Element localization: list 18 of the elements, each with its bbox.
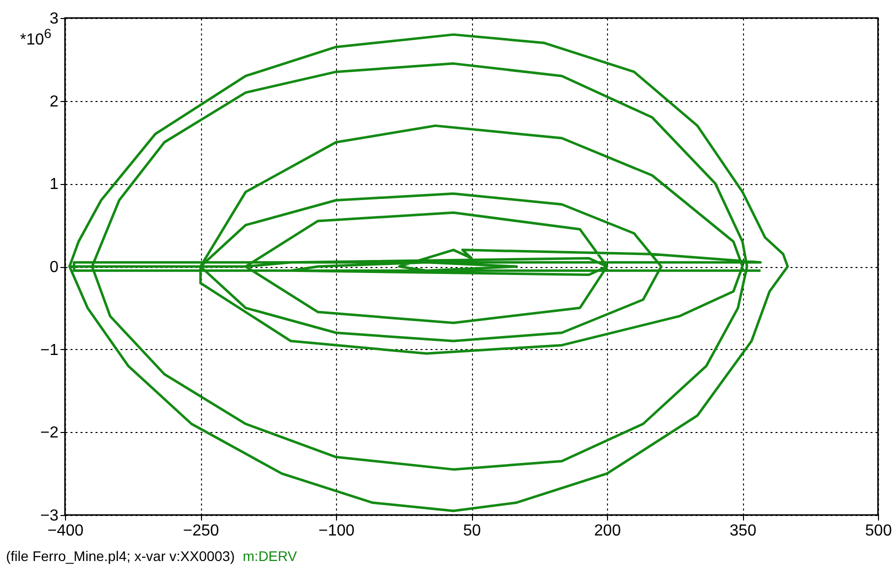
y-tick-label: −3: [40, 508, 59, 524]
x-tick-label: 200: [594, 522, 621, 540]
x-tick-label: 50: [463, 522, 481, 540]
y-tick-label: −2: [40, 424, 59, 442]
x-tick-label: −100: [318, 522, 355, 540]
y-tick-label: 3: [50, 10, 59, 28]
y-tick-label: 0: [50, 259, 59, 276]
y-tick-label: 2: [50, 93, 59, 110]
text: (file Ferro_Mine.pl4; x-var v:XX0003): [6, 548, 235, 564]
x-tick-label: −400: [47, 522, 84, 540]
y-tick-label: −1: [40, 342, 59, 359]
line-series: [68, 33, 789, 512]
x-tick-label: 500: [865, 522, 892, 540]
x-tick-label: −250: [182, 522, 220, 540]
y-tick-label: 1: [50, 176, 59, 194]
text: m:DERV: [242, 548, 297, 564]
text: *10$^{6}$: [20, 26, 52, 50]
x-tick-label: 350: [730, 522, 756, 540]
